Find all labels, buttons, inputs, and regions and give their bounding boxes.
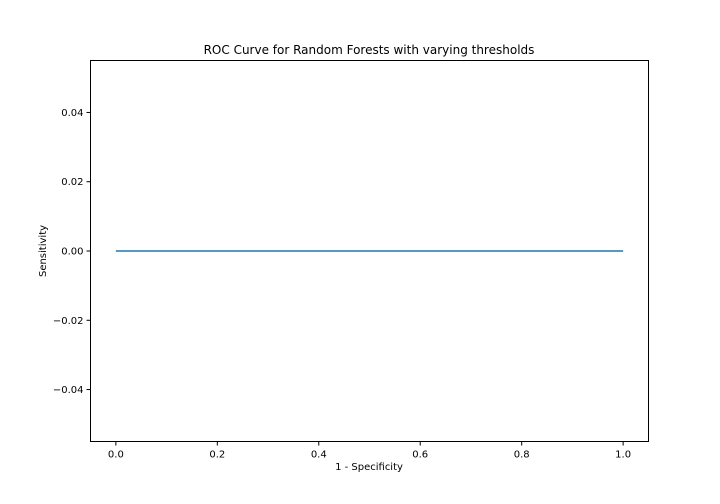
y-tick-label: −0.02 [53, 316, 84, 327]
y-tick-label: 0.02 [61, 177, 83, 188]
x-tick-label: 0.2 [209, 450, 225, 461]
y-axis-label: Sensitivity [38, 225, 49, 277]
x-tick-label: 0.4 [311, 450, 327, 461]
chart-title: ROC Curve for Random Forests with varyin… [204, 43, 535, 57]
x-axis-label: 1 - Specificity [335, 462, 403, 473]
y-axis-ticks: 0.04 0.02 0.00 −0.02 −0.04 [53, 108, 91, 396]
x-tick-label: 0.8 [514, 450, 530, 461]
y-tick-label: 0.00 [61, 247, 83, 258]
y-tick-label: −0.04 [53, 385, 84, 396]
x-axis-ticks: 0.0 0.2 0.4 0.6 0.8 1.0 [108, 441, 631, 461]
x-tick-label: 1.0 [615, 450, 631, 461]
x-tick-label: 0.6 [412, 450, 428, 461]
x-tick-label: 0.0 [108, 450, 124, 461]
y-tick-label: 0.04 [61, 108, 83, 119]
